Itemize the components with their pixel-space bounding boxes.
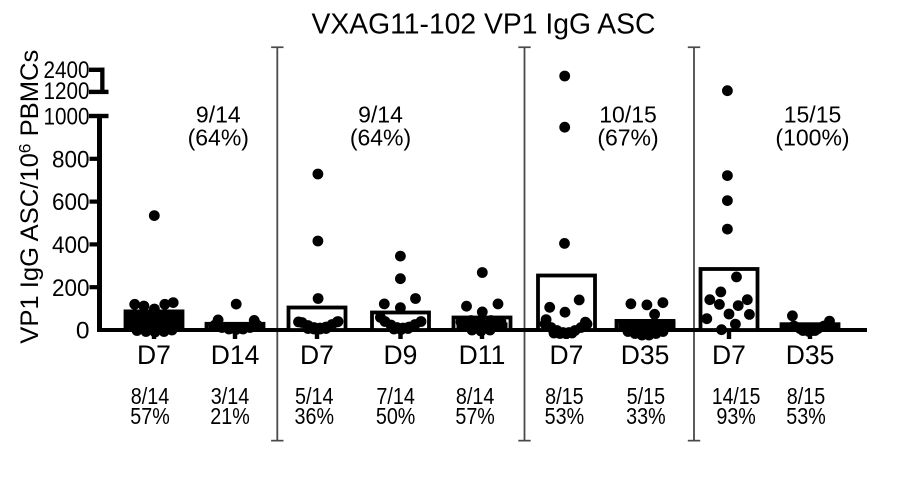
svg-text:7/14: 7/14 [376, 383, 415, 409]
svg-text:D7: D7 [137, 340, 171, 370]
svg-text:3/14: 3/14 [211, 383, 250, 409]
svg-text:(64%): (64%) [350, 125, 411, 151]
svg-text:800: 800 [52, 146, 90, 173]
svg-text:5/14: 5/14 [295, 383, 334, 409]
svg-text:(64%): (64%) [188, 125, 249, 151]
svg-text:D35: D35 [786, 340, 835, 370]
svg-text:D9: D9 [384, 340, 418, 370]
svg-text:10/15: 10/15 [599, 101, 657, 127]
svg-text:400: 400 [52, 232, 90, 259]
svg-text:(67%): (67%) [597, 125, 658, 151]
svg-text:D7: D7 [550, 340, 584, 370]
svg-text:VP1 IgG ASC/106 PBMCs: VP1 IgG ASC/106 PBMCs [16, 50, 45, 344]
svg-text:93%: 93% [716, 403, 756, 429]
svg-text:9/14: 9/14 [196, 101, 241, 127]
svg-text:21%: 21% [210, 403, 250, 429]
svg-text:1200: 1200 [44, 78, 90, 105]
svg-text:D14: D14 [211, 340, 260, 370]
svg-text:53%: 53% [786, 403, 826, 429]
svg-text:9/14: 9/14 [358, 101, 403, 127]
svg-text:33%: 33% [626, 403, 666, 429]
svg-text:15/15: 15/15 [784, 101, 842, 127]
svg-text:600: 600 [52, 189, 90, 216]
svg-text:57%: 57% [455, 403, 495, 429]
svg-text:50%: 50% [376, 403, 416, 429]
svg-text:D7: D7 [712, 340, 746, 370]
svg-text:D35: D35 [621, 340, 670, 370]
svg-text:200: 200 [52, 275, 90, 302]
svg-text:8/15: 8/15 [545, 383, 584, 409]
svg-text:53%: 53% [545, 403, 585, 429]
svg-text:8/14: 8/14 [131, 383, 170, 409]
svg-text:0: 0 [76, 318, 90, 345]
svg-text:(100%): (100%) [775, 125, 849, 151]
svg-text:D11: D11 [459, 340, 506, 370]
svg-text:VXAG11-102 VP1 IgG ASC: VXAG11-102 VP1 IgG ASC [312, 8, 656, 40]
svg-text:2400: 2400 [44, 57, 90, 84]
svg-text:57%: 57% [130, 403, 170, 429]
svg-text:14/15: 14/15 [712, 383, 761, 409]
svg-text:5/15: 5/15 [627, 383, 666, 409]
svg-text:8/15: 8/15 [787, 383, 826, 409]
svg-text:8/14: 8/14 [456, 383, 495, 409]
svg-text:36%: 36% [295, 403, 335, 429]
svg-text:1000: 1000 [44, 104, 90, 131]
svg-text:D7: D7 [300, 340, 334, 370]
